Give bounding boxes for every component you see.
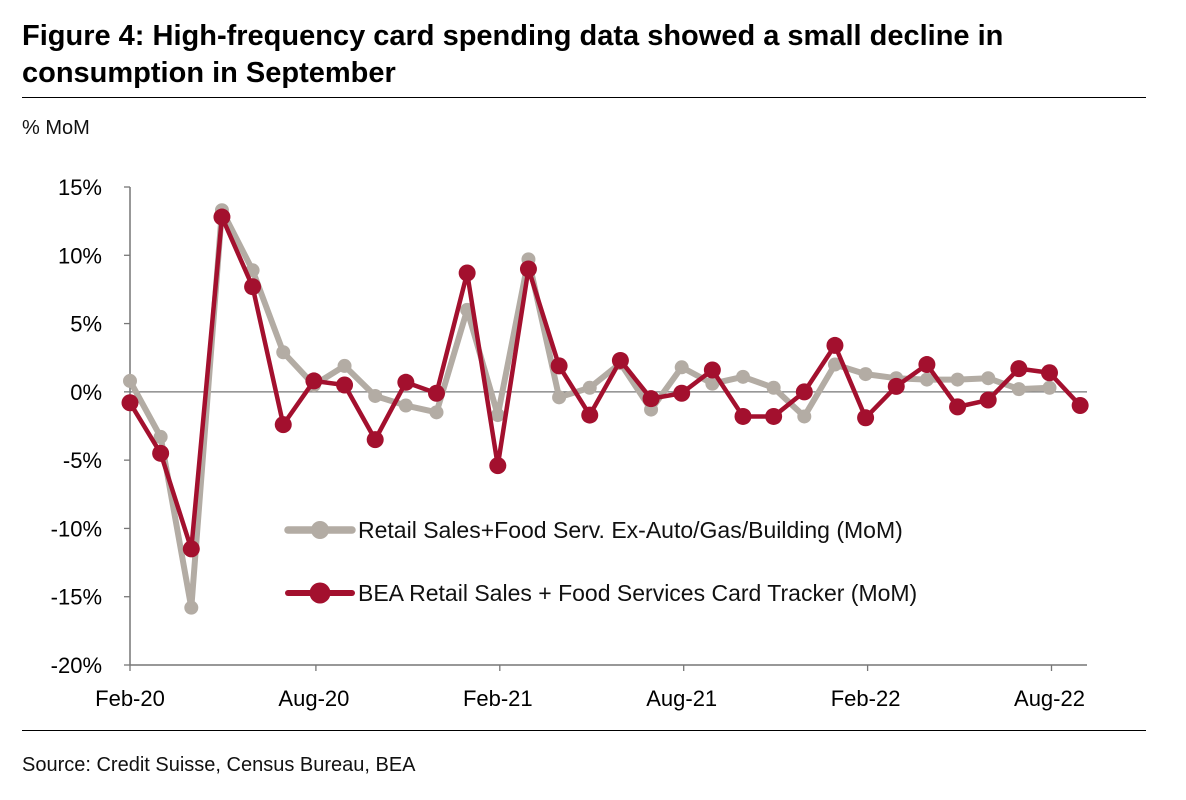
x-tick-label: Feb-22 <box>831 686 901 711</box>
source-divider <box>22 730 1146 731</box>
series-2-point <box>1010 360 1028 378</box>
series-2-point <box>795 383 813 401</box>
series-2-point <box>397 373 415 391</box>
series-1-point <box>858 367 873 382</box>
series-2-point <box>734 407 752 425</box>
chart-legend: Retail Sales+Food Serv. Ex-Auto/Gas/Buil… <box>284 517 917 606</box>
series-2-point <box>581 406 599 424</box>
series-2-point <box>949 398 967 416</box>
series-2-point <box>274 416 292 434</box>
series-1-point <box>736 369 750 384</box>
y-tick-label: 15% <box>58 175 102 200</box>
x-tick-label: Feb-21 <box>463 686 533 711</box>
series-2-point <box>550 357 568 375</box>
series-2-point <box>979 391 997 409</box>
series-1-point <box>950 372 965 387</box>
y-tick-label: -10% <box>51 516 102 541</box>
series-2-point <box>366 431 384 449</box>
series-2-point <box>489 457 507 475</box>
x-tick-label: Aug-21 <box>646 686 717 711</box>
y-axis-unit-label: % MoM <box>22 117 90 139</box>
series-2-point <box>182 540 200 558</box>
series-1-point <box>674 360 689 375</box>
series-2-point <box>1071 397 1089 415</box>
x-tick-label: Aug-22 <box>1014 686 1085 711</box>
chart-series <box>121 203 1089 615</box>
series-2-point <box>336 376 354 394</box>
y-tick-label: 5% <box>70 312 102 337</box>
legend-label: Retail Sales+Food Serv. Ex-Auto/Gas/Buil… <box>358 517 903 543</box>
series-1-point <box>766 380 781 395</box>
y-tick-label: -15% <box>51 585 102 610</box>
series-2-point <box>152 444 170 462</box>
series-2-point <box>244 278 262 296</box>
series-1-point <box>398 398 413 413</box>
y-tick-label: -5% <box>63 448 102 473</box>
series-2 <box>121 208 1089 558</box>
series-2-point <box>305 372 323 390</box>
series-1-point <box>184 600 199 615</box>
series-1-point <box>981 371 996 386</box>
series-2-point <box>611 351 629 369</box>
series-2-point <box>703 361 721 379</box>
legend-label: BEA Retail Sales + Food Services Card Tr… <box>358 580 917 606</box>
series-1-point <box>552 390 567 405</box>
series-1-point <box>1042 380 1057 395</box>
series-2-point <box>642 390 660 408</box>
source-note: Source: Credit Suisse, Census Bureau, BE… <box>22 754 416 776</box>
series-2-point <box>458 264 476 282</box>
series-1-point <box>582 380 597 395</box>
series-1-point <box>123 373 137 388</box>
series-2-point <box>673 384 691 402</box>
series-1-point <box>919 372 934 387</box>
legend-item-1: Retail Sales+Food Serv. Ex-Auto/Gas/Buil… <box>284 517 903 543</box>
series-1-point <box>153 429 168 444</box>
series-2-point <box>428 384 445 402</box>
chart-title: Figure 4: High-frequency card spending d… <box>22 20 1004 89</box>
y-tick-label: 0% <box>70 380 102 405</box>
legend-item-2: BEA Retail Sales + Food Services Card Tr… <box>285 580 917 606</box>
series-2-point <box>1041 364 1058 382</box>
series-2-point <box>121 394 139 412</box>
y-tick-label: 10% <box>58 243 102 268</box>
chart-axes: 15% 10% 5% 0% -5% -10% -15% -20% Feb-20 Aug-20 Feb… <box>51 175 1087 711</box>
x-tick-label: Aug-20 <box>278 686 349 711</box>
series-2-line <box>127 214 1083 552</box>
series-1-point <box>337 358 352 373</box>
series-2-point <box>857 409 875 427</box>
legend-swatch-marker <box>311 521 329 539</box>
x-tick-label: Feb-20 <box>95 686 165 711</box>
series-2-point <box>887 377 905 395</box>
series-1-point <box>276 345 291 360</box>
series-1-point <box>1011 382 1026 397</box>
series-1-point <box>797 409 812 424</box>
series-1-point <box>490 408 505 423</box>
series-1-point <box>827 357 842 372</box>
series-2-point <box>213 208 231 226</box>
legend-swatch-marker <box>309 582 331 604</box>
series-2-point <box>519 260 537 278</box>
series-2-point <box>918 356 936 374</box>
series-1-point <box>705 376 720 391</box>
series-1-point <box>429 405 444 420</box>
series-1-point <box>368 388 383 403</box>
y-tick-label: -20% <box>51 653 102 678</box>
title-divider <box>22 97 1146 98</box>
series-2-point <box>765 407 783 425</box>
series-2-point <box>826 336 844 354</box>
